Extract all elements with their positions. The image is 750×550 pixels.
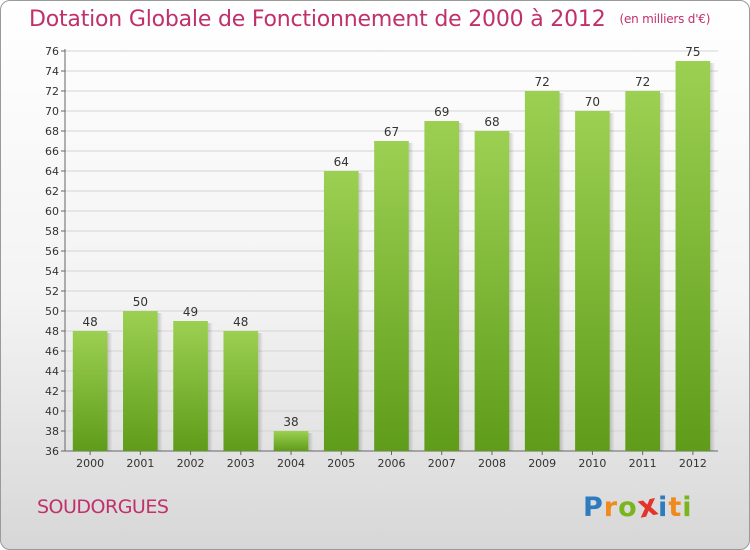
- bar-shadow: [207, 323, 213, 451]
- x-tick-label-2001: 2001: [126, 457, 154, 470]
- data-label-2000: 48: [82, 315, 97, 329]
- x-tick-label-2007: 2007: [428, 457, 456, 470]
- x-tick-label-2004: 2004: [277, 457, 305, 470]
- data-label-2012: 75: [685, 45, 700, 59]
- bar-shadow: [358, 173, 364, 451]
- bar-2009: [524, 91, 560, 451]
- y-tick-label: 42: [45, 385, 59, 398]
- y-tick-label: 56: [45, 245, 59, 258]
- unit-label: (en milliers d'€): [619, 12, 711, 26]
- bar-shadow: [659, 93, 665, 451]
- x-tick-label-2006: 2006: [378, 457, 406, 470]
- bar-2000: [72, 331, 108, 451]
- y-tick-label: 36: [45, 445, 59, 458]
- y-tick-label: 74: [45, 65, 59, 78]
- y-tick-label: 52: [45, 285, 59, 298]
- y-tick-label: 46: [45, 345, 59, 358]
- y-tick-label: 76: [45, 45, 59, 58]
- data-label-2009: 72: [535, 75, 550, 89]
- logo-letter: P: [583, 492, 604, 523]
- y-tick-label: 50: [45, 305, 59, 318]
- bar-shadow: [308, 433, 314, 451]
- bar-2002: [173, 321, 208, 451]
- logo-letter: r: [603, 492, 619, 523]
- data-label-2002: 49: [183, 305, 198, 319]
- data-label-2008: 68: [484, 115, 499, 129]
- logo-letter: t: [668, 492, 683, 523]
- bar-2010: [575, 111, 610, 451]
- bar-shadow: [107, 333, 113, 451]
- logo-letter: o: [618, 492, 638, 523]
- title-text: Dotation Globale de Fonctionnement de 20…: [29, 7, 606, 32]
- bar-2007: [424, 121, 460, 451]
- x-tick-label-2002: 2002: [177, 457, 205, 470]
- bar-2006: [374, 141, 409, 451]
- data-label-2004: 38: [283, 415, 298, 429]
- y-tick-label: 60: [45, 205, 59, 218]
- bar-2012: [675, 61, 711, 451]
- x-tick-label-2000: 2000: [76, 457, 104, 470]
- bar-shadow: [559, 93, 565, 451]
- data-label-2003: 48: [233, 315, 248, 329]
- y-tick-label: 62: [45, 185, 59, 198]
- data-label-2006: 67: [384, 125, 399, 139]
- bars: [72, 61, 716, 451]
- x-tick-label-2011: 2011: [629, 457, 657, 470]
- data-label-2010: 70: [585, 95, 600, 109]
- y-tick-label: 54: [45, 265, 59, 278]
- y-tick-label: 48: [45, 325, 59, 338]
- proxiti-logo: Proxiti: [583, 487, 693, 525]
- x-tick-label-2003: 2003: [227, 457, 255, 470]
- data-label-2001: 50: [133, 295, 148, 309]
- bar-shadow: [609, 113, 615, 451]
- y-tick-label: 66: [45, 145, 59, 158]
- x-tick-label-2010: 2010: [578, 457, 606, 470]
- logo-letter: i: [682, 492, 693, 523]
- logo-letter: i: [658, 492, 669, 523]
- bar-2011: [625, 91, 660, 451]
- bar-2003: [223, 331, 259, 451]
- y-tick-label: 38: [45, 425, 59, 438]
- bar-2001: [123, 311, 158, 451]
- y-tick-label: 70: [45, 105, 59, 118]
- bar-shadow: [157, 313, 163, 451]
- bar-2005: [323, 171, 359, 451]
- bar-shadow: [459, 123, 465, 451]
- commune-name: SOUDORGUES: [37, 496, 169, 518]
- y-tick-label: 58: [45, 225, 59, 238]
- y-tick-label: 64: [45, 165, 59, 178]
- data-label-2007: 69: [434, 105, 449, 119]
- y-tick-label: 68: [45, 125, 59, 138]
- x-tick-label-2012: 2012: [679, 457, 707, 470]
- bar-2008: [474, 131, 510, 451]
- y-tick-label: 72: [45, 85, 59, 98]
- x-tick-label-2005: 2005: [327, 457, 355, 470]
- data-label-2005: 64: [334, 155, 349, 169]
- y-tick-label: 40: [45, 405, 59, 418]
- x-tick-label-2008: 2008: [478, 457, 506, 470]
- bar-shadow: [710, 63, 716, 451]
- bar-2004: [273, 431, 309, 451]
- x-tick-label-2009: 2009: [528, 457, 556, 470]
- chart-title: Dotation Globale de Fonctionnement de 20…: [29, 7, 710, 32]
- bar-shadow: [258, 333, 264, 451]
- bar-shadow: [509, 133, 515, 451]
- y-tick-label: 44: [45, 365, 59, 378]
- data-labels: 48 50 49 48 38 64 67 69 68 72 70 72 75: [82, 45, 700, 429]
- bar-shadow: [408, 143, 414, 451]
- data-label-2011: 72: [635, 75, 650, 89]
